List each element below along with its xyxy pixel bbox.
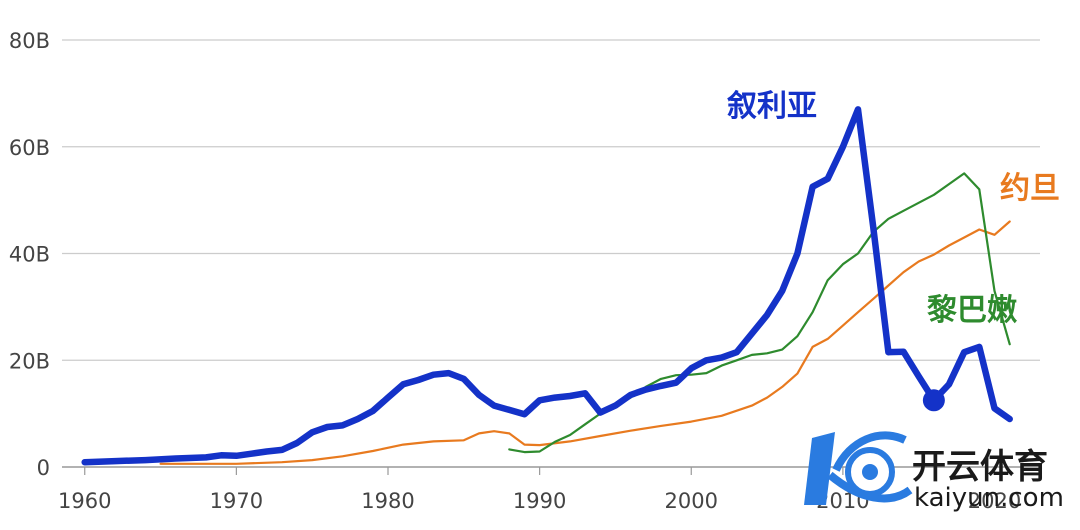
y-tick-label: 80B bbox=[9, 29, 50, 53]
watermark-brand: 开云体育 bbox=[912, 447, 1048, 487]
x-tick-label: 1970 bbox=[210, 489, 263, 513]
x-tick-label: 2000 bbox=[665, 489, 718, 513]
x-tick-label: 1960 bbox=[58, 489, 111, 513]
watermark: 开云体育 kaiyun.com bbox=[804, 431, 1064, 513]
watermark-logo-icon bbox=[804, 431, 913, 505]
x-tick-label: 1990 bbox=[513, 489, 566, 513]
series-lines bbox=[81, 106, 1013, 466]
y-axis-ticks: 0 20B 40B 60B 80B bbox=[9, 29, 50, 480]
watermark-site: kaiyun.com bbox=[914, 483, 1064, 513]
x-tick-label: 2020 bbox=[968, 489, 1021, 513]
y-tick-label: 60B bbox=[9, 136, 50, 160]
series-line bbox=[508, 172, 1011, 454]
series-label: 叙利亚 bbox=[727, 89, 817, 124]
y-tick-label: 20B bbox=[9, 349, 50, 373]
highlight-point bbox=[922, 389, 945, 412]
y-tick-label: 0 bbox=[37, 456, 50, 480]
series-label: 约旦 bbox=[1000, 171, 1060, 206]
series-line bbox=[159, 220, 1011, 465]
series-label: 黎巴嫩 bbox=[927, 293, 1017, 328]
series-line bbox=[81, 106, 1013, 466]
x-tick-label: 1980 bbox=[361, 489, 414, 513]
gridlines bbox=[62, 39, 1040, 468]
y-tick-label: 40B bbox=[9, 243, 50, 267]
